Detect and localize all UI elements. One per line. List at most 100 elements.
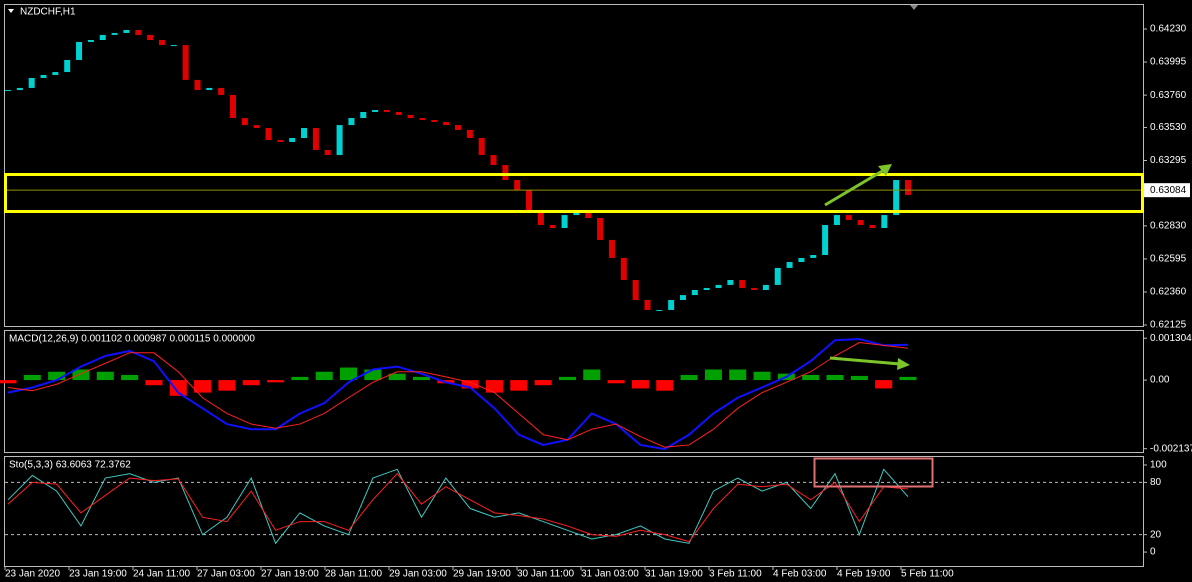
histogram-bar — [510, 380, 528, 391]
x-tick-label: 27 Jan 19:00 — [261, 569, 319, 580]
current-price-box — [1144, 183, 1190, 198]
y-tick-label: 0.63295 — [1150, 155, 1187, 166]
histogram-bar — [826, 374, 844, 381]
histogram-bar — [242, 380, 260, 386]
candle — [656, 309, 663, 311]
y-tick-label: 0.63995 — [1150, 57, 1187, 68]
candle — [691, 290, 698, 296]
candle — [857, 219, 864, 226]
histogram-bar — [23, 374, 41, 381]
candle — [419, 118, 426, 121]
y-tick-label: 100 — [1150, 460, 1167, 471]
x-tick-label: 24 Jan 11:00 — [133, 569, 191, 580]
menu-arrow[interactable] — [8, 9, 14, 13]
histogram-bar — [364, 369, 382, 381]
candle — [194, 79, 201, 91]
sto-title: Sto(5,3,3) 63.6063 72.3762 — [9, 460, 131, 471]
histogram-bar — [704, 369, 722, 381]
y-tick-label: 0.63760 — [1150, 90, 1187, 101]
candle — [798, 257, 805, 263]
indicator-line — [7, 337, 909, 451]
histogram-bar — [413, 376, 431, 381]
candle — [182, 45, 189, 80]
candle — [218, 87, 225, 95]
histogram-bar — [607, 380, 625, 384]
candle — [786, 262, 793, 268]
indicator-line — [7, 342, 909, 448]
histogram-bar — [96, 371, 114, 381]
candle — [241, 118, 248, 126]
y-tick-label: 20 — [1150, 529, 1162, 540]
histogram-bar — [729, 369, 747, 381]
candle — [881, 215, 888, 228]
x-tick-label: 30 Jan 11:00 — [517, 569, 575, 580]
indicator-line — [7, 472, 909, 543]
candle — [478, 138, 485, 156]
candle — [608, 239, 615, 258]
candle — [336, 125, 343, 156]
x-tick-label: 4 Feb 19:00 — [837, 569, 891, 580]
y-tick-label: 0.62830 — [1150, 221, 1187, 232]
x-tick-label: 4 Feb 03:00 — [773, 569, 827, 580]
candle — [52, 72, 59, 76]
candle — [537, 209, 544, 226]
candle — [111, 32, 118, 35]
x-tick-label: 27 Jan 03:00 — [197, 569, 255, 580]
candle — [893, 180, 900, 216]
candle — [845, 215, 852, 220]
candle — [170, 45, 177, 47]
candle — [526, 190, 533, 210]
histogram-bar — [583, 369, 601, 381]
candle — [597, 218, 604, 240]
x-tick-label: 5 Feb 11:00 — [901, 569, 954, 580]
y-tick-label: 80 — [1150, 477, 1162, 488]
x-tick-label: 29 Jan 03:00 — [389, 569, 447, 580]
shift-marker — [910, 5, 918, 10]
histogram-bar — [656, 380, 674, 391]
candle — [277, 139, 284, 142]
candle — [431, 120, 438, 122]
histogram-bar — [315, 371, 333, 381]
candle — [289, 138, 296, 142]
highlight-box — [813, 457, 934, 488]
histogram-bar — [899, 376, 917, 381]
candle — [265, 128, 272, 140]
y-tick-label: 0.64230 — [1150, 24, 1187, 35]
candle — [360, 111, 367, 119]
candle — [561, 215, 568, 228]
candle — [443, 121, 450, 126]
histogram-bar — [267, 380, 285, 383]
histogram-bar — [0, 380, 17, 384]
y-tick-label: 0.62125 — [1150, 320, 1187, 331]
candle — [135, 30, 142, 35]
arrow — [824, 168, 885, 207]
candle — [502, 165, 509, 181]
candle — [751, 288, 758, 291]
candle — [383, 110, 390, 112]
candle — [372, 110, 379, 112]
y-tick-label: 0.00 — [1150, 375, 1170, 386]
candle — [158, 39, 165, 46]
main-frame — [4, 4, 1144, 327]
candle — [301, 128, 308, 139]
y-tick-label: 0 — [1150, 547, 1156, 558]
candle — [455, 125, 461, 130]
histogram-bar — [388, 373, 406, 381]
candle — [549, 225, 556, 228]
candle — [230, 94, 236, 119]
x-tick-label: 3 Feb 11:00 — [709, 569, 762, 580]
candle — [703, 288, 710, 291]
histogram-bar — [48, 371, 66, 381]
sto-frame — [4, 456, 1144, 567]
histogram-bar — [145, 380, 163, 386]
candle — [76, 41, 83, 60]
candle — [40, 75, 47, 78]
candle — [668, 299, 675, 310]
candle — [5, 90, 11, 92]
y-tick-label: 0.63530 — [1150, 122, 1187, 133]
histogram-bar — [218, 380, 236, 391]
candle — [774, 267, 781, 285]
